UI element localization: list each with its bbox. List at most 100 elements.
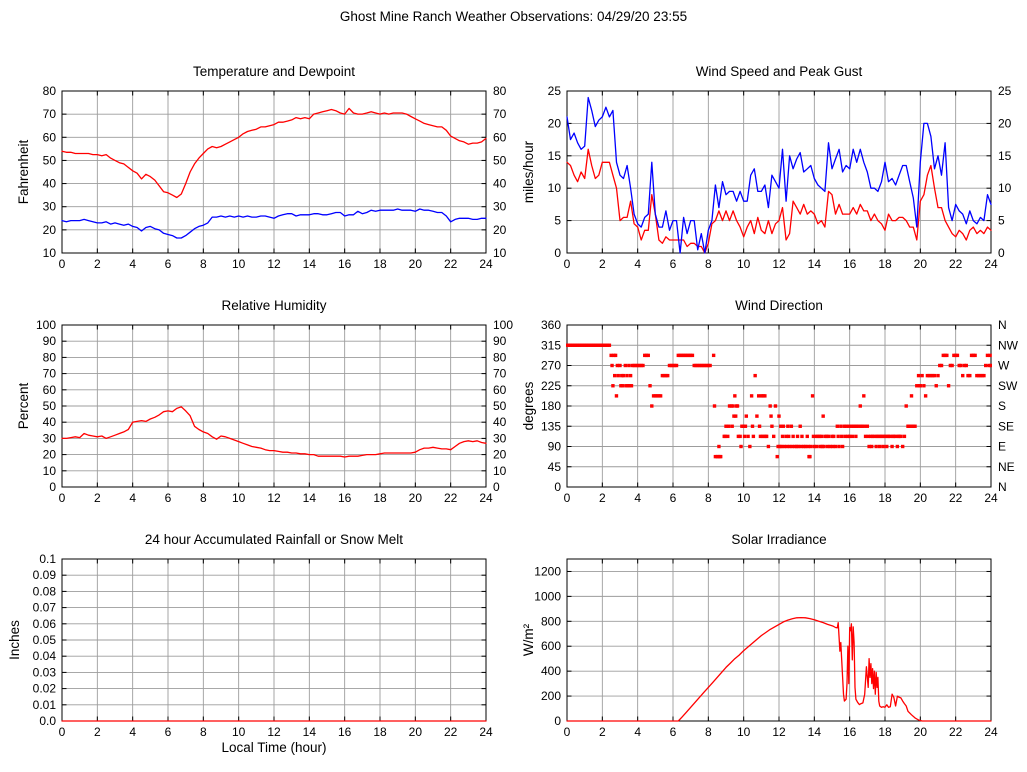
- page-title: Ghost Mine Ranch Weather Observations: 0…: [339, 9, 688, 24]
- wind-direction-point: [635, 363, 640, 368]
- y-tick-label: 0.08: [33, 584, 57, 598]
- wind-direction-point: [842, 424, 847, 428]
- x-tick-label: 16: [338, 257, 352, 271]
- wind-direction-point: [748, 444, 752, 449]
- wind-direction-point: [893, 434, 898, 439]
- wind-direction-point: [726, 434, 730, 439]
- wind-direction-point: [600, 343, 605, 347]
- wind-direction-point: [627, 363, 631, 368]
- x-tick-label: 6: [670, 725, 677, 739]
- wind-direction-point: [779, 444, 784, 449]
- wind-direction-point: [610, 363, 614, 368]
- wind-direction-point: [860, 424, 864, 428]
- wind-direction-point: [588, 343, 592, 347]
- x-tick-label: 2: [94, 725, 101, 739]
- y-tick-label: 0: [554, 480, 561, 494]
- y-tick-label: 20: [548, 116, 562, 130]
- wind-direction-point: [678, 353, 682, 358]
- y-tick-label-right: 50: [493, 399, 507, 413]
- wind-direction-point: [959, 363, 963, 368]
- wind-direction-point: [650, 404, 654, 408]
- wind-direction-point: [948, 363, 953, 368]
- wind-direction-point: [936, 373, 940, 378]
- wind-direction-point: [620, 373, 624, 378]
- chart-title-wind-direction: Wind Direction: [735, 298, 823, 313]
- wind-direction-point: [724, 424, 728, 428]
- wind-direction-point: [770, 424, 774, 428]
- wind-direction-point: [850, 434, 855, 439]
- wind-direction-point: [818, 444, 823, 449]
- chart-title-temperature-dewpoint: Temperature and Dewpoint: [192, 64, 356, 79]
- y-tick-label-right: 20: [493, 448, 507, 462]
- y-tick-label: 0.01: [33, 698, 57, 712]
- wind-direction-point: [743, 424, 748, 428]
- wind-direction-point: [667, 363, 672, 368]
- wind-direction-point: [703, 363, 707, 368]
- wind-direction-point: [690, 353, 695, 358]
- wind-direction-point: [819, 434, 824, 439]
- y-tick-label-right: 80: [493, 350, 507, 364]
- y-tick-label-right: NW: [998, 338, 1019, 352]
- y-tick-label-right: 0: [493, 480, 500, 494]
- x-tick-label: 12: [772, 491, 786, 505]
- wind-direction-point: [927, 373, 931, 378]
- x-tick-label: 24: [479, 725, 493, 739]
- wind-direction-point: [800, 434, 804, 439]
- wind-direction-point: [794, 444, 799, 449]
- wind-direction-point: [764, 434, 769, 439]
- y-tick-label-right: 25: [998, 84, 1012, 98]
- wind-direction-point: [890, 444, 894, 449]
- y-tick-label-right: 60: [493, 130, 507, 144]
- wind-direction-point: [826, 434, 831, 439]
- wind-direction-point: [697, 363, 702, 368]
- x-tick-label: 16: [338, 725, 352, 739]
- y-tick-label: 70: [43, 107, 57, 121]
- wind-direction-point: [899, 434, 903, 439]
- y-tick-label-right: 10: [998, 181, 1012, 195]
- x-tick-label: 18: [878, 257, 892, 271]
- wind-direction-point: [961, 373, 965, 378]
- y-tick-label: 0.06: [33, 617, 57, 631]
- y-tick-label-right: 80: [493, 84, 507, 98]
- wind-direction-point: [609, 353, 613, 358]
- wind-direction-point: [669, 363, 673, 368]
- wind-direction-point: [923, 394, 928, 398]
- wind-direction-point: [618, 363, 622, 368]
- wind-direction-point: [716, 454, 720, 459]
- y-tick-label: 0.04: [33, 649, 57, 663]
- y-tick-label: 180: [541, 399, 561, 413]
- chart-title-solar-irradiance: Solar Irradiance: [731, 532, 827, 547]
- wind-direction-point: [909, 394, 914, 398]
- y-tick-label: 135: [541, 419, 561, 433]
- y-tick-label-right: N: [998, 480, 1007, 494]
- y-tick-label: 10: [43, 246, 57, 260]
- y-tick-label: 315: [541, 338, 561, 352]
- x-tick-label: 16: [843, 257, 857, 271]
- wind-direction-point: [595, 343, 599, 347]
- wind-direction-point: [855, 424, 859, 428]
- wind-direction-point: [687, 353, 691, 358]
- panel-wind-direction: Wind Direction degrees 0 2 4 6 8 10 12 14 16 18 20…: [505, 294, 1027, 516]
- x-tick-label: 18: [373, 725, 387, 739]
- wind-direction-point: [602, 343, 606, 347]
- wind-direction-point: [809, 444, 813, 449]
- x-tick-label: 14: [303, 491, 317, 505]
- wind-direction-point: [849, 424, 854, 428]
- wind-direction-point: [938, 363, 942, 368]
- wind-direction-point: [708, 363, 712, 368]
- wind-direction-point: [790, 444, 794, 449]
- wind-direction-point: [658, 394, 663, 398]
- y-tick-label: 15: [548, 149, 562, 163]
- wind-direction-point: [943, 353, 947, 358]
- wind-direction-point: [778, 444, 782, 449]
- wind-direction-point: [712, 404, 717, 408]
- wind-direction-point: [639, 363, 643, 368]
- wind-speed-line: [566, 148, 992, 254]
- wind-direction-point: [843, 434, 847, 439]
- y-tick-label: 0.07: [33, 601, 57, 615]
- wind-direction-point: [812, 444, 817, 449]
- x-tick-label: 20: [914, 257, 928, 271]
- x-tick-label: 4: [634, 491, 641, 505]
- wind-direction-point: [902, 434, 907, 439]
